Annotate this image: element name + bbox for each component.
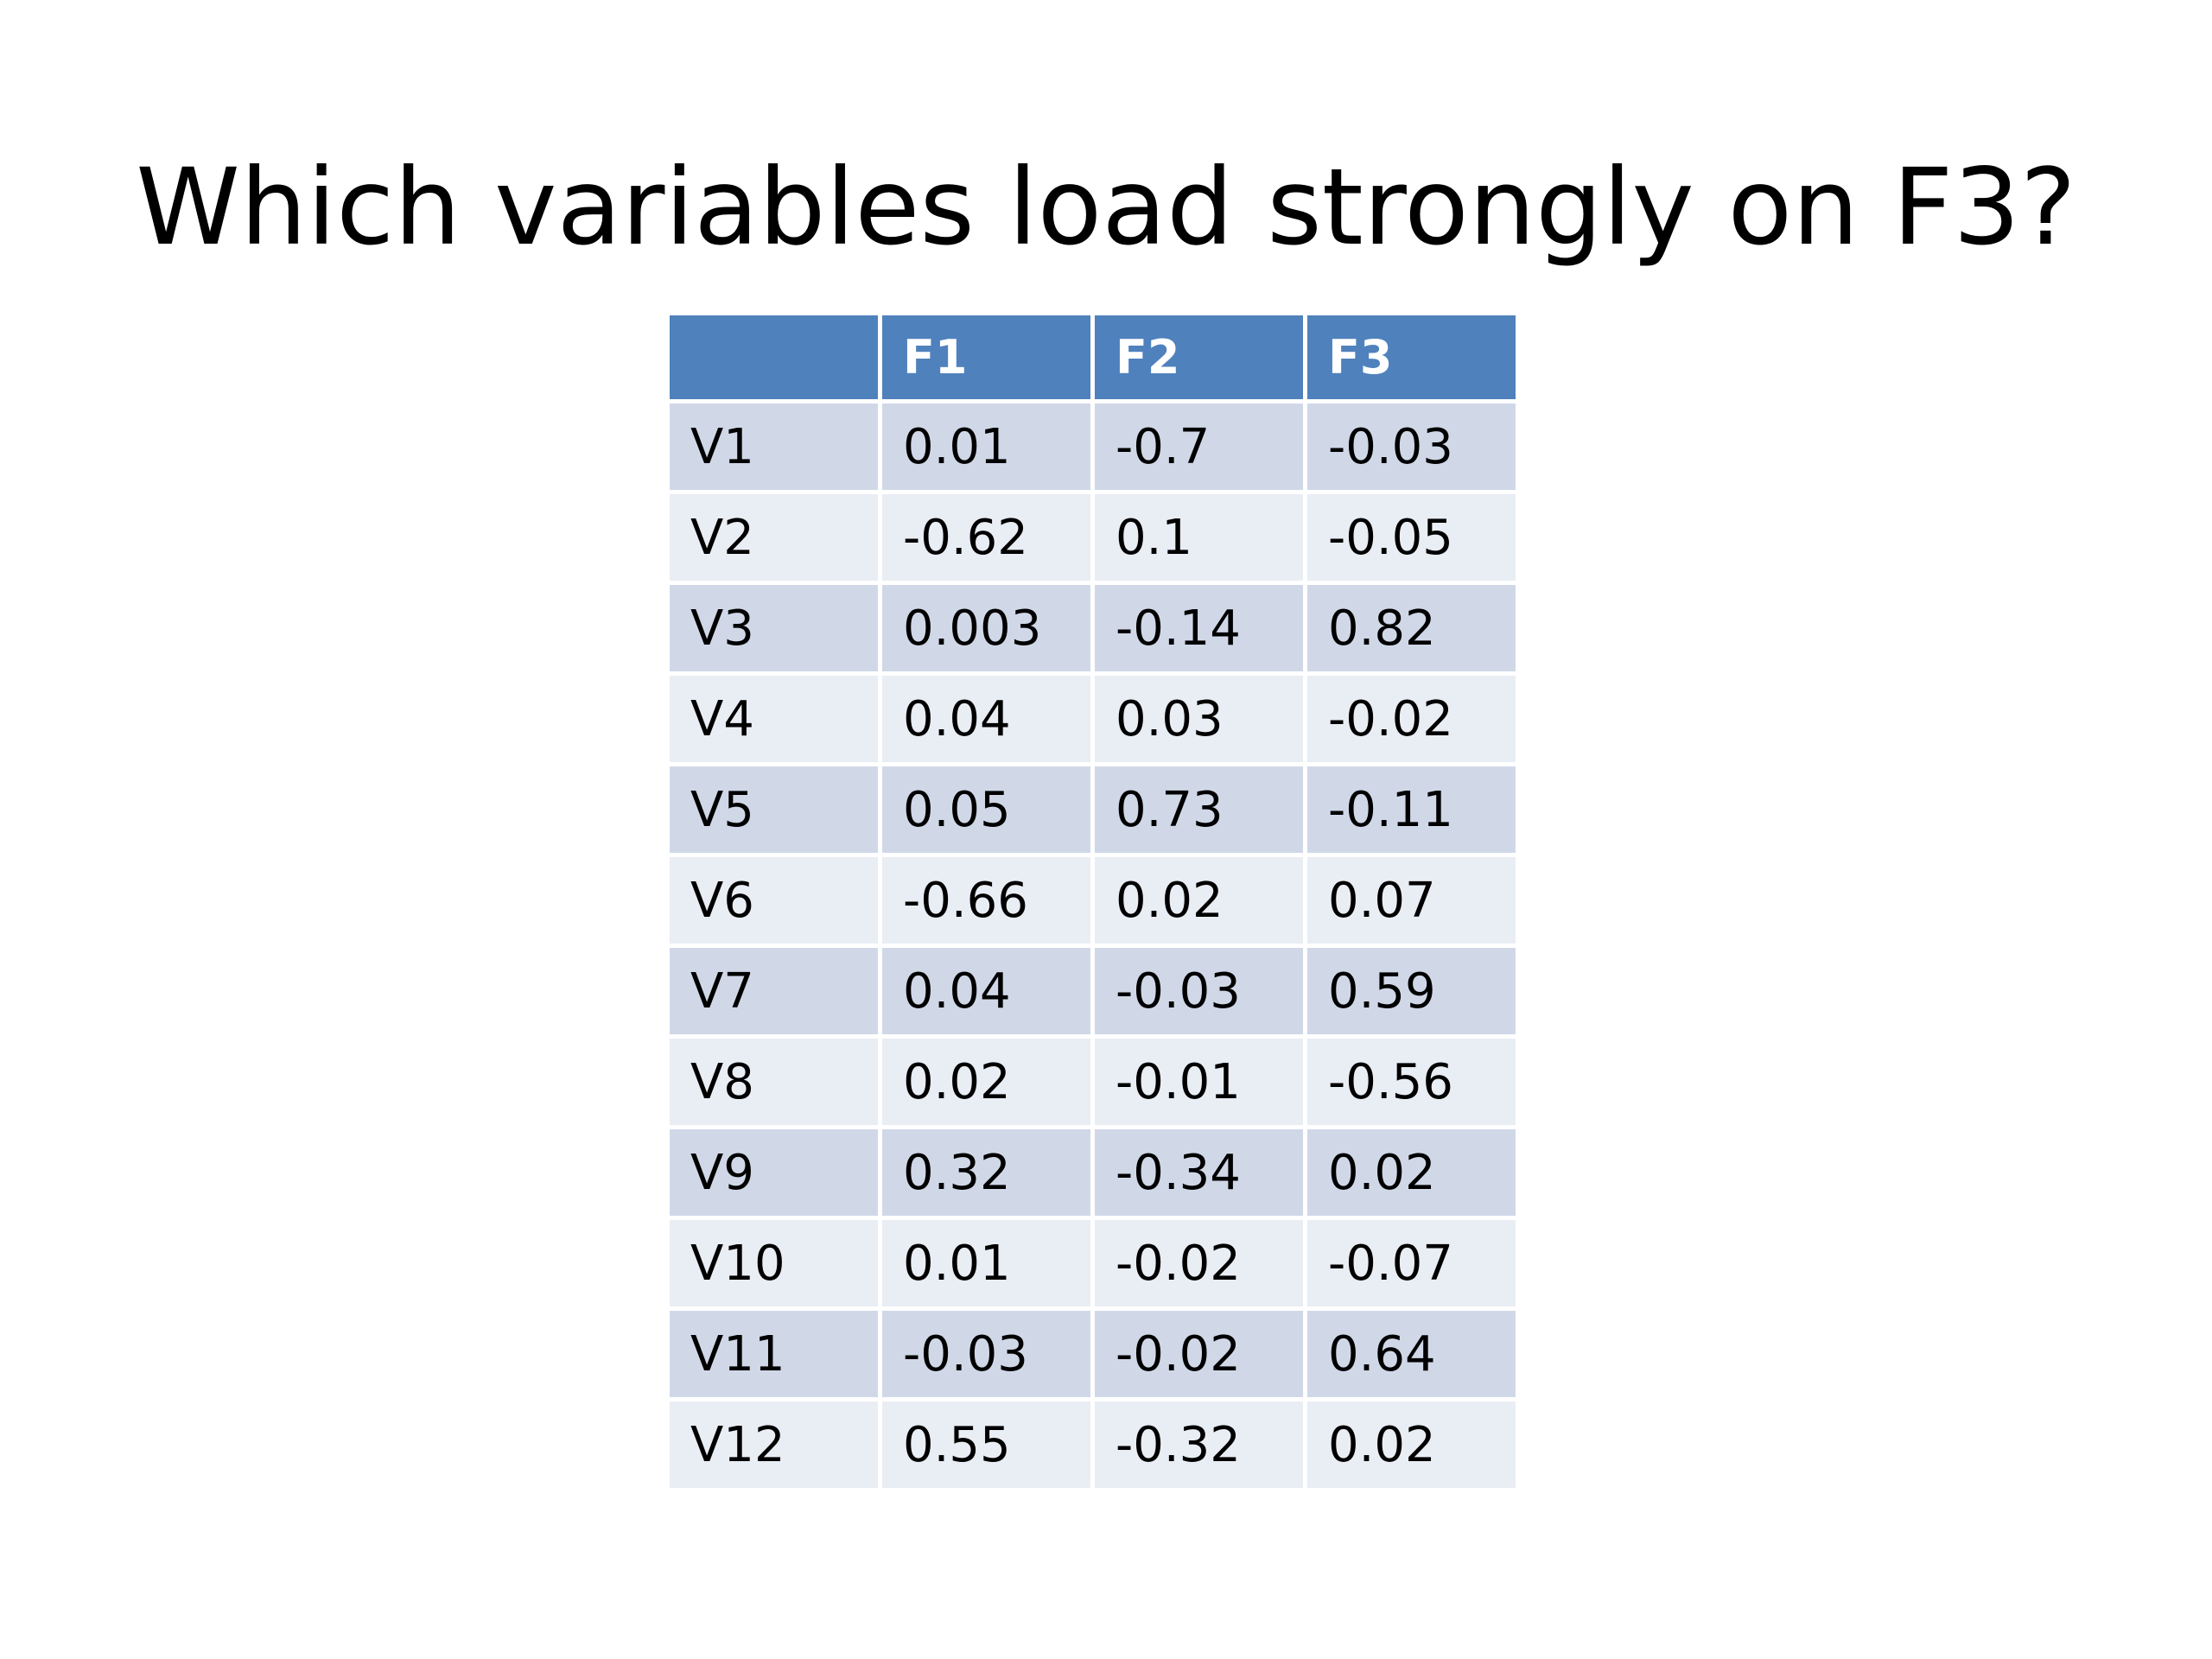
variable-cell: V6 bbox=[670, 857, 878, 944]
table-header-row: F1 F2 F3 bbox=[670, 315, 1516, 399]
variable-cell: V8 bbox=[670, 1039, 878, 1125]
table-row: V11 -0.03 -0.02 0.64 bbox=[670, 1311, 1516, 1397]
slide-title: Which variables load strongly on F3? bbox=[136, 146, 2076, 269]
variable-cell: V10 bbox=[670, 1220, 878, 1306]
table-row: V7 0.04 -0.03 0.59 bbox=[670, 948, 1516, 1034]
header-cell-f1: F1 bbox=[882, 315, 1090, 399]
table-row: V4 0.04 0.03 -0.02 bbox=[670, 676, 1516, 762]
table-row: V5 0.05 0.73 -0.11 bbox=[670, 766, 1516, 853]
variable-cell: V11 bbox=[670, 1311, 878, 1397]
loading-cell-f3: 0.02 bbox=[1307, 1129, 1516, 1216]
factor-loadings-table: F1 F2 F3 V1 0.01 -0.7 -0.03 V2 -0.62 0.1… bbox=[665, 311, 1520, 1492]
loading-cell-f3: 0.64 bbox=[1307, 1311, 1516, 1397]
loading-cell-f3: 0.02 bbox=[1307, 1402, 1516, 1488]
table-row: V8 0.02 -0.01 -0.56 bbox=[670, 1039, 1516, 1125]
loading-cell-f2: -0.14 bbox=[1095, 585, 1303, 671]
loading-cell-f2: -0.01 bbox=[1095, 1039, 1303, 1125]
table-row: V6 -0.66 0.02 0.07 bbox=[670, 857, 1516, 944]
variable-cell: V4 bbox=[670, 676, 878, 762]
loading-cell-f3: -0.02 bbox=[1307, 676, 1516, 762]
loading-cell-f2: -0.32 bbox=[1095, 1402, 1303, 1488]
loading-cell-f1: 0.55 bbox=[882, 1402, 1090, 1488]
variable-cell: V7 bbox=[670, 948, 878, 1034]
loading-cell-f2: 0.73 bbox=[1095, 766, 1303, 853]
loading-cell-f3: -0.56 bbox=[1307, 1039, 1516, 1125]
loading-cell-f2: 0.1 bbox=[1095, 494, 1303, 581]
loading-cell-f1: 0.01 bbox=[882, 404, 1090, 490]
loading-cell-f2: 0.02 bbox=[1095, 857, 1303, 944]
loading-cell-f1: 0.05 bbox=[882, 766, 1090, 853]
variable-cell: V2 bbox=[670, 494, 878, 581]
loading-cell-f1: 0.32 bbox=[882, 1129, 1090, 1216]
variable-cell: V9 bbox=[670, 1129, 878, 1216]
loading-cell-f2: -0.02 bbox=[1095, 1220, 1303, 1306]
loading-cell-f3: -0.11 bbox=[1307, 766, 1516, 853]
table-row: V3 0.003 -0.14 0.82 bbox=[670, 585, 1516, 671]
table-row: V12 0.55 -0.32 0.02 bbox=[670, 1402, 1516, 1488]
loading-cell-f2: -0.7 bbox=[1095, 404, 1303, 490]
table-row: V10 0.01 -0.02 -0.07 bbox=[670, 1220, 1516, 1306]
table-row: V2 -0.62 0.1 -0.05 bbox=[670, 494, 1516, 581]
loading-cell-f1: -0.66 bbox=[882, 857, 1090, 944]
loading-cell-f2: -0.34 bbox=[1095, 1129, 1303, 1216]
table-row: V1 0.01 -0.7 -0.03 bbox=[670, 404, 1516, 490]
loading-cell-f3: 0.07 bbox=[1307, 857, 1516, 944]
loading-cell-f3: 0.82 bbox=[1307, 585, 1516, 671]
loading-cell-f2: 0.03 bbox=[1095, 676, 1303, 762]
loading-cell-f1: -0.62 bbox=[882, 494, 1090, 581]
loading-cell-f3: -0.03 bbox=[1307, 404, 1516, 490]
header-cell-f3: F3 bbox=[1307, 315, 1516, 399]
loading-cell-f1: 0.04 bbox=[882, 676, 1090, 762]
variable-cell: V5 bbox=[670, 766, 878, 853]
loading-cell-f1: 0.04 bbox=[882, 948, 1090, 1034]
loading-cell-f3: -0.07 bbox=[1307, 1220, 1516, 1306]
loading-cell-f3: 0.59 bbox=[1307, 948, 1516, 1034]
loading-cell-f1: 0.02 bbox=[882, 1039, 1090, 1125]
header-cell-corner bbox=[670, 315, 878, 399]
loading-cell-f1: 0.003 bbox=[882, 585, 1090, 671]
header-cell-f2: F2 bbox=[1095, 315, 1303, 399]
variable-cell: V3 bbox=[670, 585, 878, 671]
loading-cell-f1: -0.03 bbox=[882, 1311, 1090, 1397]
loading-cell-f2: -0.03 bbox=[1095, 948, 1303, 1034]
variable-cell: V12 bbox=[670, 1402, 878, 1488]
variable-cell: V1 bbox=[670, 404, 878, 490]
loading-cell-f3: -0.05 bbox=[1307, 494, 1516, 581]
table-row: V9 0.32 -0.34 0.02 bbox=[670, 1129, 1516, 1216]
loading-cell-f1: 0.01 bbox=[882, 1220, 1090, 1306]
loading-cell-f2: -0.02 bbox=[1095, 1311, 1303, 1397]
